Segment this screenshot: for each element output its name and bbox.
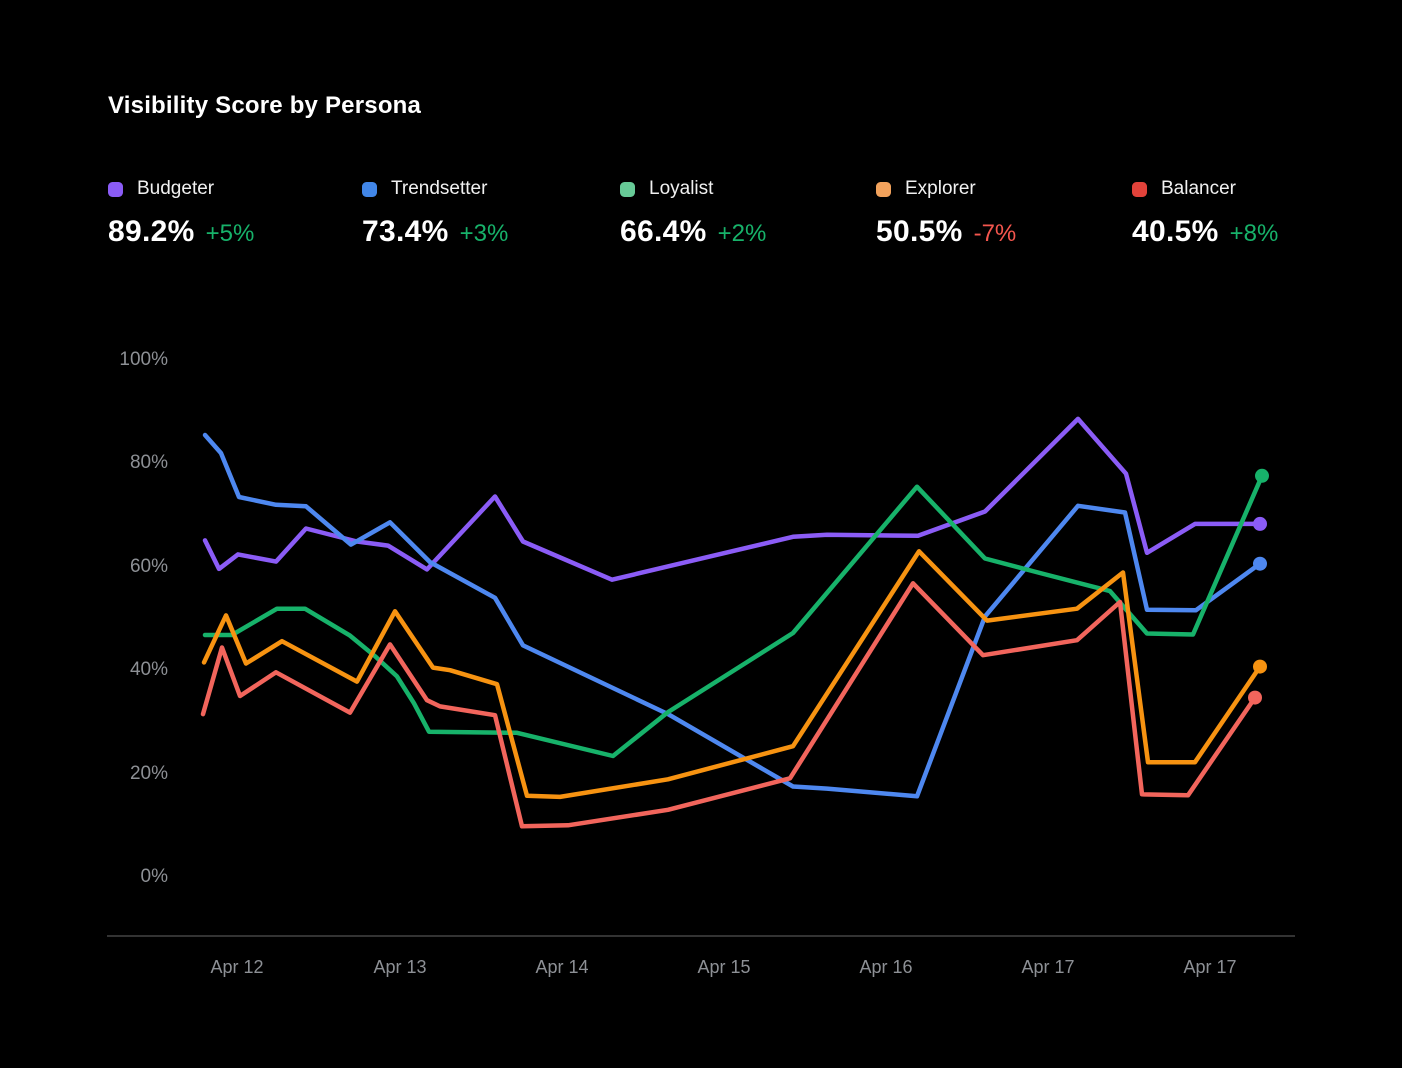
legend-item-loyalist[interactable]: Loyalist 66.4% +2% bbox=[620, 178, 870, 249]
chart-title: Visibility Score by Persona bbox=[108, 92, 422, 119]
legend-item-budgeter[interactable]: Budgeter 89.2% +5% bbox=[108, 178, 358, 249]
series-delta-badge: +2% bbox=[717, 220, 767, 247]
y-axis-tick-label: 80% bbox=[129, 452, 168, 474]
legend-series-name: Balancer bbox=[1161, 178, 1236, 199]
series-delta-badge: +5% bbox=[205, 220, 255, 247]
series-endpoint-dot-balancer bbox=[1248, 690, 1262, 705]
series-delta-badge: +3% bbox=[459, 220, 509, 247]
legend-head: Budgeter bbox=[108, 178, 358, 200]
x-axis-tick-label: Apr 17 bbox=[1183, 957, 1237, 977]
loyalist-color-chip-icon bbox=[620, 181, 635, 197]
legend-series-name: Budgeter bbox=[137, 178, 215, 199]
legend-series-name: Trendsetter bbox=[391, 178, 488, 199]
legend-head: Explorer bbox=[876, 178, 1126, 200]
explorer-color-chip-icon bbox=[876, 181, 891, 197]
series-endpoint-dot-budgeter bbox=[1253, 516, 1267, 531]
legend-value-row: 50.5% -7% bbox=[876, 215, 1126, 249]
legend-item-explorer[interactable]: Explorer 50.5% -7% bbox=[876, 178, 1126, 249]
y-axis-tick-label: 60% bbox=[129, 555, 168, 577]
x-axis-tick-label: Apr 14 bbox=[535, 957, 589, 977]
legend-head: Trendsetter bbox=[362, 178, 612, 200]
series-current-value: 50.5% bbox=[876, 215, 963, 248]
y-axis-tick-label: 40% bbox=[129, 659, 168, 681]
balancer-color-chip-icon bbox=[1132, 181, 1147, 197]
legend-series-name: Loyalist bbox=[649, 178, 714, 199]
series-delta-badge: -7% bbox=[973, 220, 1017, 247]
x-axis-tick-label: Apr 16 bbox=[859, 957, 913, 977]
legend-head: Loyalist bbox=[620, 178, 870, 200]
series-line-explorer bbox=[201, 549, 1263, 800]
legend-value-row: 73.4% +3% bbox=[362, 215, 612, 249]
y-axis-tick-label: 20% bbox=[129, 762, 168, 784]
legend-value-row: 40.5% +8% bbox=[1132, 215, 1382, 249]
trendsetter-color-chip-icon bbox=[362, 181, 377, 197]
series-current-value: 73.4% bbox=[362, 215, 449, 248]
series-line-loyalist bbox=[202, 473, 1265, 759]
legend-value-row: 66.4% +2% bbox=[620, 215, 870, 249]
budgeter-color-chip-icon bbox=[108, 181, 123, 197]
legend-series-name: Explorer bbox=[905, 178, 976, 199]
series-line-trendsetter bbox=[202, 432, 1263, 799]
series-endpoint-dot-trendsetter bbox=[1253, 556, 1267, 571]
x-axis-tick-label: Apr 17 bbox=[1021, 957, 1075, 977]
x-axis-tick-label: Apr 15 bbox=[697, 957, 751, 977]
y-axis-tick-label: 100% bbox=[119, 349, 168, 370]
series-endpoint-dot-loyalist bbox=[1255, 468, 1269, 483]
series-endpoint-dot-explorer bbox=[1253, 659, 1267, 674]
series-current-value: 40.5% bbox=[1132, 215, 1219, 248]
x-axis-line bbox=[107, 935, 1295, 937]
series-delta-badge: +8% bbox=[1229, 220, 1279, 247]
series-current-value: 66.4% bbox=[620, 215, 707, 248]
y-axis-tick-label: 0% bbox=[140, 866, 168, 887]
legend-item-balancer[interactable]: Balancer 40.5% +8% bbox=[1132, 178, 1382, 249]
series-line-balancer bbox=[200, 581, 1258, 829]
series-current-value: 89.2% bbox=[108, 215, 195, 248]
legend-value-row: 89.2% +5% bbox=[108, 215, 358, 249]
series-line-budgeter bbox=[202, 416, 1263, 582]
x-axis-tick-label: Apr 12 bbox=[210, 957, 264, 977]
legend-item-trendsetter[interactable]: Trendsetter 73.4% +3% bbox=[362, 178, 612, 249]
legend-head: Balancer bbox=[1132, 178, 1382, 200]
x-axis-tick-label: Apr 13 bbox=[373, 957, 427, 977]
